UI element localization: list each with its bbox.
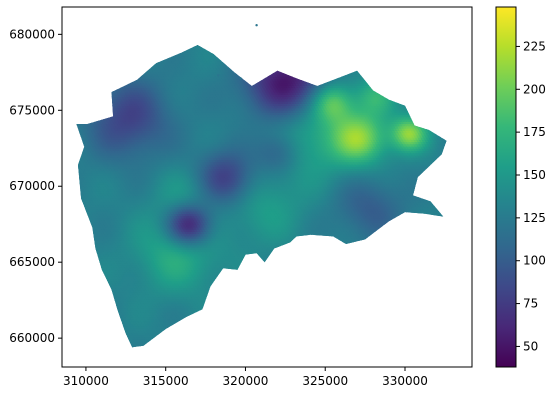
plot-area: 310000 315000 320000 325000 330000 660000665… [9,6,473,388]
